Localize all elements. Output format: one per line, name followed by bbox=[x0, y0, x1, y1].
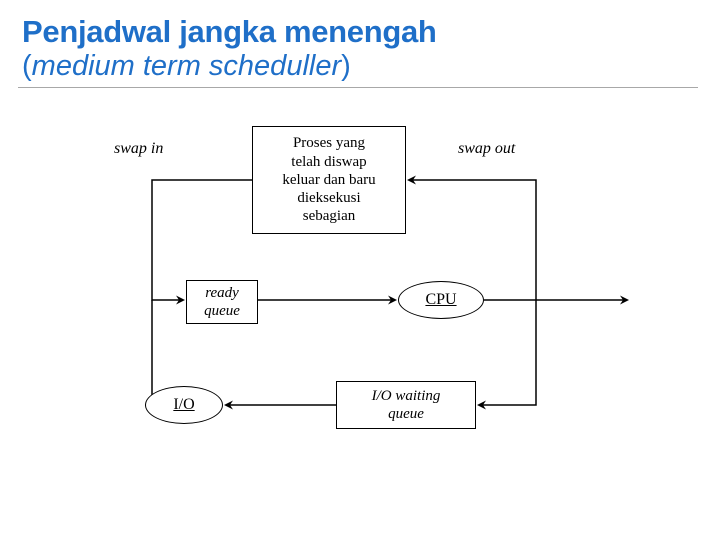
paren-close: ) bbox=[341, 50, 351, 82]
title-italic: medium term scheduller bbox=[32, 50, 341, 82]
node-swapped-text: Proses yang telah diswap keluar dan baru… bbox=[282, 134, 375, 225]
label-swap-in: swap in bbox=[114, 140, 163, 158]
title-block: Penjadwal jangka menengah (medium term s… bbox=[0, 0, 720, 83]
node-io-text: I/O bbox=[173, 396, 194, 414]
node-iowait-text: I/O waiting queue bbox=[372, 387, 441, 424]
node-cpu: CPU bbox=[398, 281, 484, 319]
title-underline bbox=[18, 87, 698, 88]
label-swap-out: swap out bbox=[458, 140, 515, 158]
edge-cpu-to-iowait bbox=[479, 300, 536, 405]
scheduler-diagram: swap in swap out Proses yang telah diswa… bbox=[100, 122, 630, 434]
node-ready-queue: ready queue bbox=[186, 280, 258, 324]
title-line-1: Penjadwal jangka menengah bbox=[22, 14, 720, 50]
node-cpu-text: CPU bbox=[425, 291, 456, 309]
node-io: I/O bbox=[145, 386, 223, 424]
paren-open: ( bbox=[22, 50, 32, 82]
title-line-2: (medium term scheduller) bbox=[22, 50, 720, 83]
node-ready-text: ready queue bbox=[204, 284, 240, 321]
node-swapped-process: Proses yang telah diswap keluar dan baru… bbox=[252, 126, 406, 234]
node-io-waiting-queue: I/O waiting queue bbox=[336, 381, 476, 429]
